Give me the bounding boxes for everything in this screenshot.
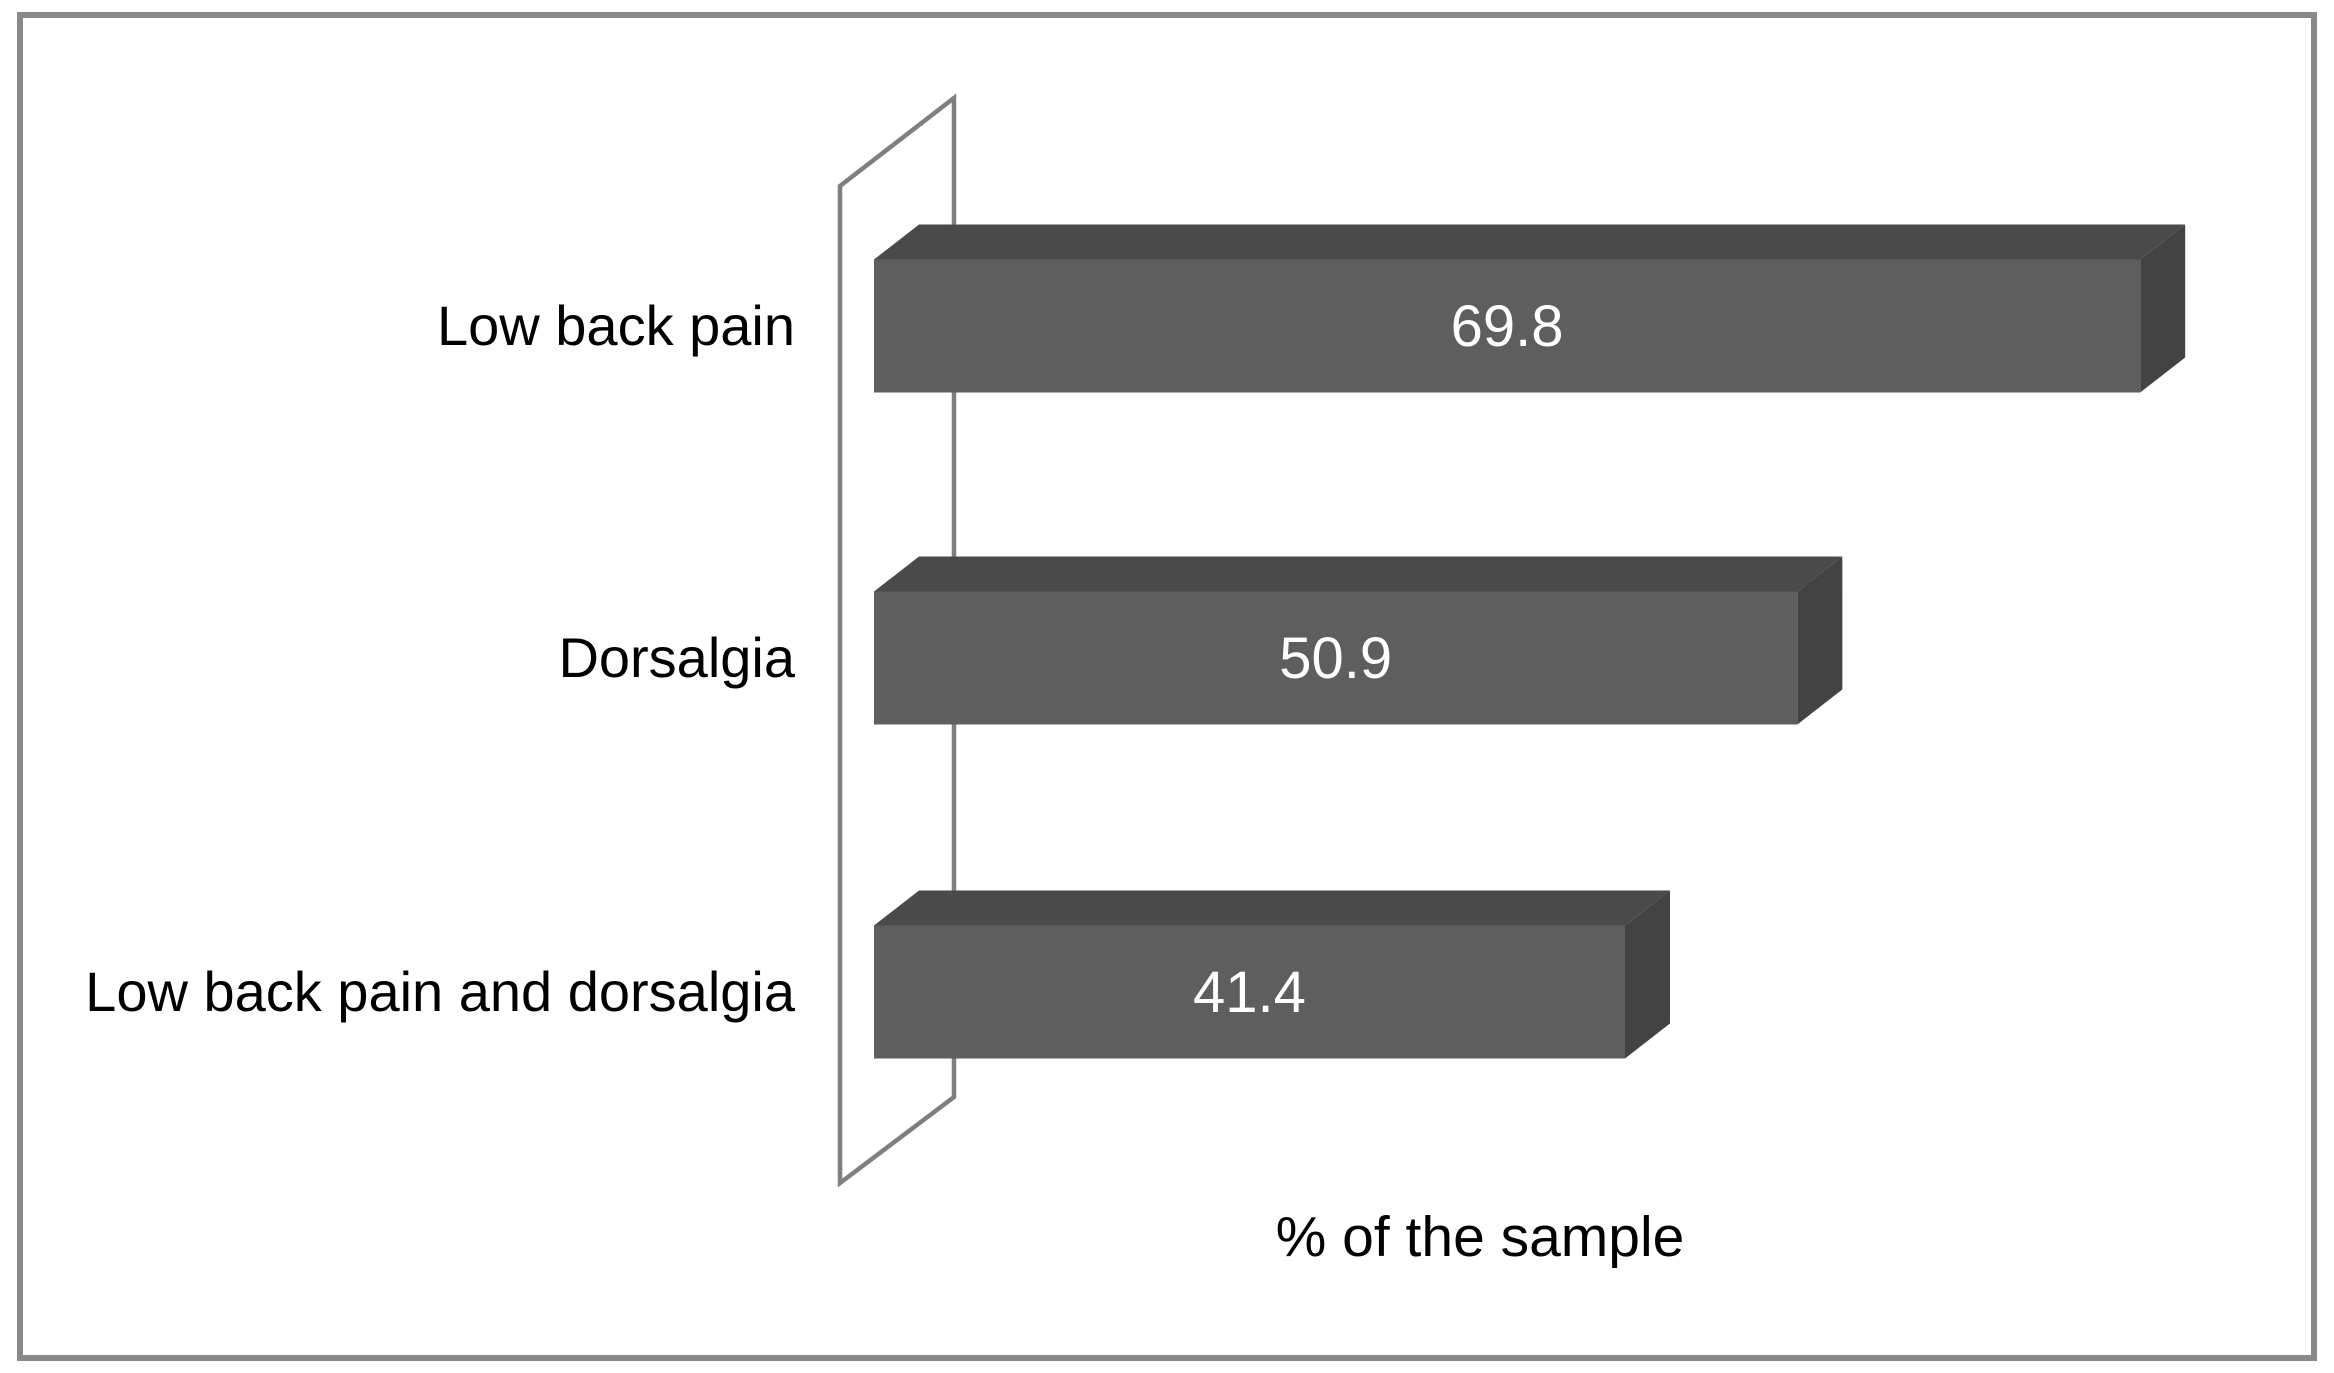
chart-wall: [837, 93, 957, 1188]
bar-value-label: 69.8: [1451, 294, 1564, 359]
bar-front-face: [874, 259, 2141, 393]
x-axis-title: % of the sample: [1276, 1205, 1685, 1269]
bar-value-label: 41.4: [1193, 960, 1306, 1025]
bars-group: 69.8 50.9 41.4: [874, 224, 2186, 1059]
figure-border: [17, 12, 2317, 1361]
bar-side-face: [2140, 224, 2186, 393]
bar-1: 50.9: [874, 556, 1843, 725]
bar-top-face: [874, 556, 1843, 592]
bar-side-face: [1624, 890, 1670, 1059]
bar-front-face: [874, 591, 1798, 725]
category-label: Low back pain: [437, 294, 795, 357]
category-labels-group: Low back pain Dorsalgia Low back pain and …: [85, 294, 796, 1023]
bar-0: 69.8: [874, 224, 2186, 393]
bar-2: 41.4: [874, 890, 1670, 1059]
bar-top-face: [874, 890, 1670, 926]
bar-top-face: [874, 224, 2186, 260]
bar-value-label: 50.9: [1279, 626, 1392, 691]
category-label: Dorsalgia: [558, 626, 795, 689]
category-label: Low back pain and dorsalgia: [85, 960, 796, 1023]
bar-side-face: [1797, 556, 1843, 725]
bar-front-face: [874, 925, 1625, 1059]
